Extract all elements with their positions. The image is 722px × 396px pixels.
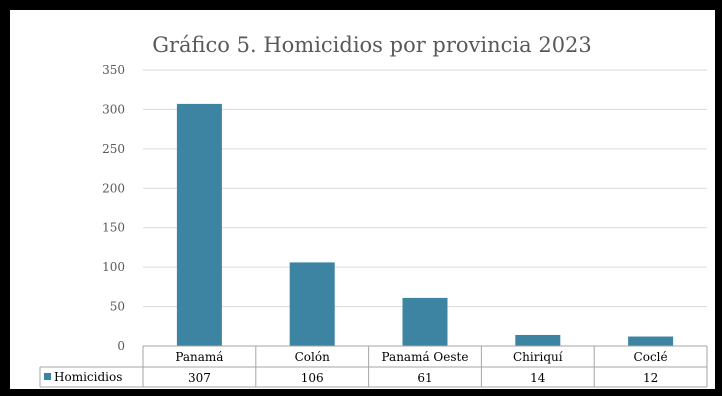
x-category-label: Panamá	[175, 350, 223, 364]
data-label: 14	[530, 371, 546, 385]
x-category-label: Chiriquí	[513, 350, 563, 364]
bar	[402, 297, 448, 346]
x-category-label: Colón	[295, 350, 330, 364]
y-tick-label: 150	[102, 221, 125, 235]
x-category-label: Panamá Oeste	[382, 350, 469, 364]
bar	[515, 334, 561, 346]
bar-chart: Gráfico 5. Homicidios por provincia 2023…	[39, 33, 708, 388]
data-label: 12	[643, 371, 658, 385]
chart-area: Gráfico 5. Homicidios por provincia 2023…	[10, 10, 715, 389]
data-label: 307	[188, 371, 211, 385]
y-tick-label: 50	[110, 300, 125, 314]
bar	[628, 336, 674, 346]
data-label: 106	[301, 371, 324, 385]
y-tick-label: 350	[102, 63, 125, 77]
y-axis: 0 50 100 150 200 250 300 350	[102, 63, 125, 353]
chart-title: Gráfico 5. Homicidios por provincia 2023	[152, 33, 592, 57]
legend-swatch	[44, 373, 51, 380]
bars	[176, 103, 674, 346]
y-tick-label: 100	[102, 260, 125, 274]
y-tick-label: 250	[102, 142, 125, 156]
bar	[289, 262, 335, 346]
data-table: Panamá 307 Colón 106 Panamá Oeste 61 Chiriquí 1…	[39, 345, 708, 388]
y-tick-label: 200	[102, 181, 125, 195]
y-tick-label: 300	[102, 102, 125, 116]
y-tick-label: 0	[117, 339, 125, 353]
legend-label: Homicidios	[54, 370, 122, 384]
x-category-label: Coclé	[634, 350, 668, 364]
bar	[176, 103, 222, 346]
data-label: 61	[417, 371, 432, 385]
gridlines	[143, 69, 707, 347]
